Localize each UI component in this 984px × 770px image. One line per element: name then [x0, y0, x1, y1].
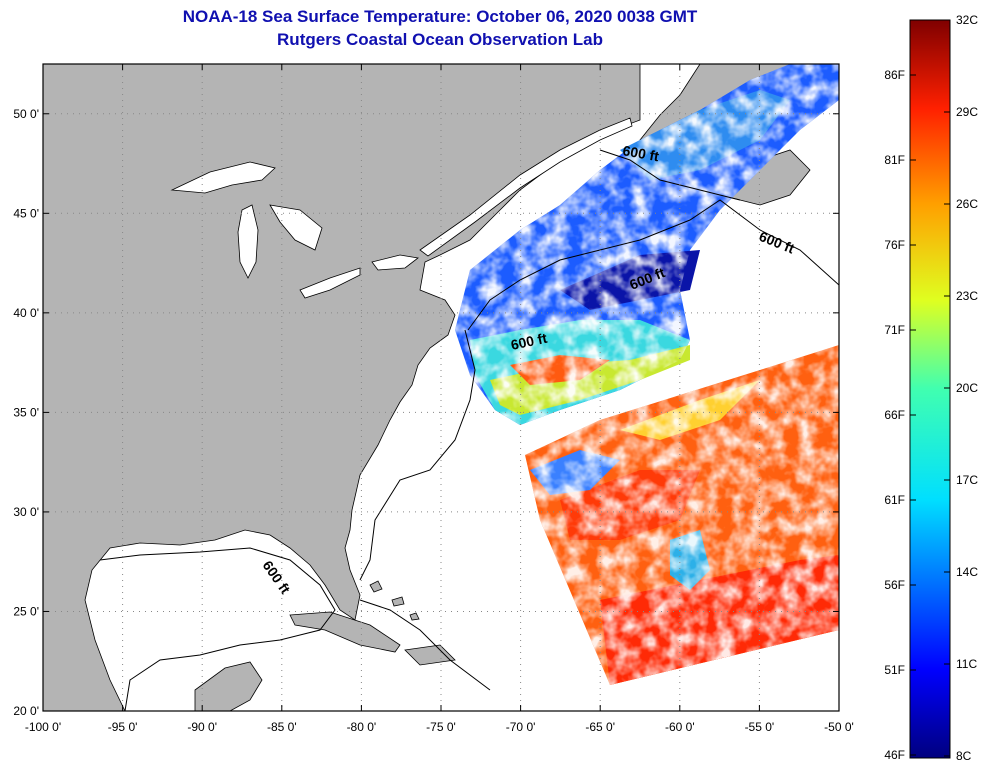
inland-waters — [170, 117, 633, 299]
isobath-contours — [99, 149, 839, 711]
fahrenheit-label: 76F — [884, 238, 905, 252]
lon-tick-label: -75 0' — [426, 720, 456, 734]
celsius-label: 23C — [956, 289, 978, 303]
lake-superior — [170, 161, 276, 194]
lon-tick-label: -60 0' — [665, 720, 695, 734]
lat-tick-label: 50 0' — [13, 107, 39, 121]
map-title: NOAA-18 Sea Surface Temperature: October… — [182, 7, 698, 26]
celsius-label: 17C — [956, 473, 978, 487]
fahrenheit-label: 56F — [884, 578, 905, 592]
lake-ontario — [371, 254, 419, 271]
color-bar: 86F 81F 76F 71F 66F 61F 56F 51F 46F 32C 29C 26C 23C 2… — [884, 13, 978, 763]
sst-swath-north — [455, 64, 839, 425]
bahamas-land — [369, 580, 420, 621]
lon-tick-label: -90 0' — [187, 720, 217, 734]
lon-tick-label: -95 0' — [108, 720, 138, 734]
lat-tick-label: 20 0' — [13, 704, 39, 718]
lon-tick-label: -85 0' — [267, 720, 297, 734]
fahrenheit-label: 61F — [884, 493, 905, 507]
lake-huron — [269, 204, 323, 251]
isobath-label: 600 ft — [509, 330, 548, 353]
celsius-label: 26C — [956, 197, 978, 211]
fahrenheit-label: 66F — [884, 408, 905, 422]
celsius-label: 11C — [956, 657, 977, 671]
plot-frame — [42, 63, 840, 712]
fahrenheit-label: 86F — [884, 68, 905, 82]
lon-tick-label: -70 0' — [506, 720, 536, 734]
celsius-label: 8C — [956, 749, 972, 763]
color-bar-gradient — [909, 19, 951, 759]
lat-tick-label: 25 0' — [13, 604, 39, 618]
celsius-label: 20C — [956, 381, 978, 395]
lon-tick-label: -65 0' — [585, 720, 615, 734]
fahrenheit-label: 71F — [884, 323, 905, 337]
lat-tick-label: 30 0' — [13, 505, 39, 519]
lon-tick-label: -50 0' — [824, 720, 854, 734]
lat-tick-label: 35 0' — [13, 405, 39, 419]
cuba-land — [289, 611, 401, 653]
fahrenheit-label: 81F — [884, 153, 905, 167]
lon-tick-label: -80 0' — [347, 720, 377, 734]
north-america-land — [43, 64, 641, 711]
lon-tick-label: -100 0' — [25, 720, 61, 734]
map-subtitle: Rutgers Coastal Ocean Observation Lab — [277, 30, 603, 49]
lake-michigan — [237, 204, 259, 279]
sst-swath-south — [525, 345, 839, 685]
st-lawrence — [419, 117, 633, 257]
yucatan-land — [194, 661, 263, 711]
axis-ticks: -100 0' -95 0' -90 0' -85 0' -80 0' -75 0' -70… — [13, 64, 854, 734]
lat-tick-label: 40 0' — [13, 306, 39, 320]
hispaniola-land — [404, 644, 456, 666]
celsius-label: 29C — [956, 105, 978, 119]
lake-erie — [299, 267, 361, 299]
celsius-label: 14C — [956, 565, 978, 579]
celsius-label: 32C — [956, 13, 978, 27]
lon-tick-label: -55 0' — [745, 720, 775, 734]
isobath-label: 600 ft — [621, 142, 660, 164]
fahrenheit-label: 46F — [884, 748, 905, 762]
fahrenheit-label: 51F — [884, 663, 905, 677]
color-bar-ticks — [910, 19, 950, 757]
color-bar-labels: 86F 81F 76F 71F 66F 61F 56F 51F 46F 32C 29C 26C 23C 2… — [884, 13, 978, 763]
lat-tick-label: 45 0' — [13, 206, 39, 220]
